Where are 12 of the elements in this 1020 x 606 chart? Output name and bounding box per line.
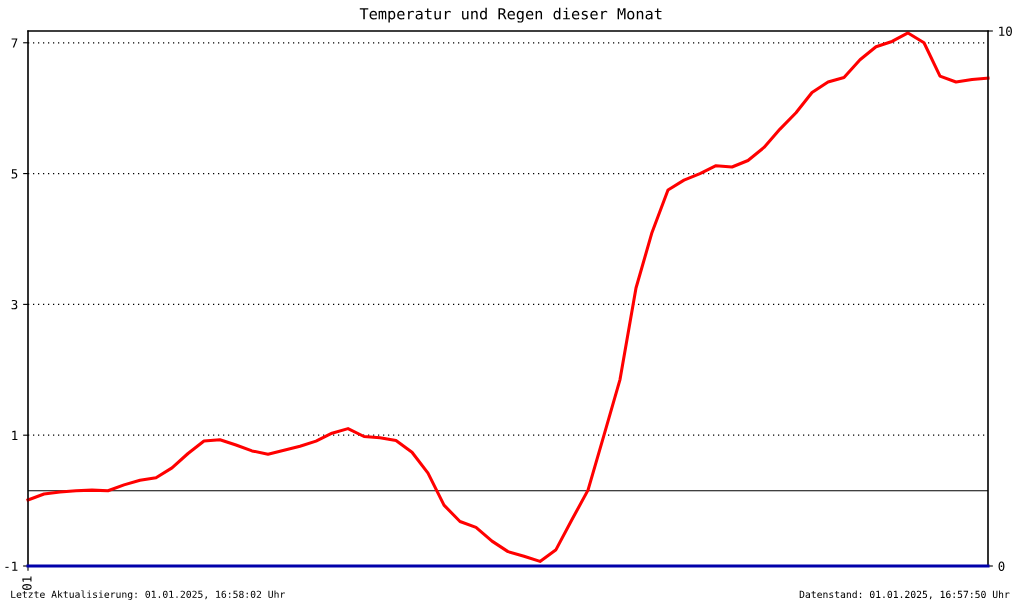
text: Datenstand: 01.01.2025, 16:57:50 Uhr xyxy=(799,590,1010,600)
y-tick-label: 7 xyxy=(11,38,18,48)
line-series xyxy=(26,31,990,563)
y2-tick-label: 10 xyxy=(999,26,1012,36)
x-tick-label: 01 xyxy=(22,576,32,590)
y-tick-label: 1 xyxy=(12,430,18,440)
y-tick-label: 5 xyxy=(11,169,18,179)
y-tick-label: 3 xyxy=(11,299,18,310)
y-tick-label: -1 xyxy=(5,561,18,571)
chart-title: Temperatur und Regen dieser Monat xyxy=(359,7,662,23)
text: Letzte Aktualisierung: 01.01.2025, 16:58:02 Uhr xyxy=(11,590,285,600)
y2-tick-label: 0 xyxy=(998,561,1005,571)
